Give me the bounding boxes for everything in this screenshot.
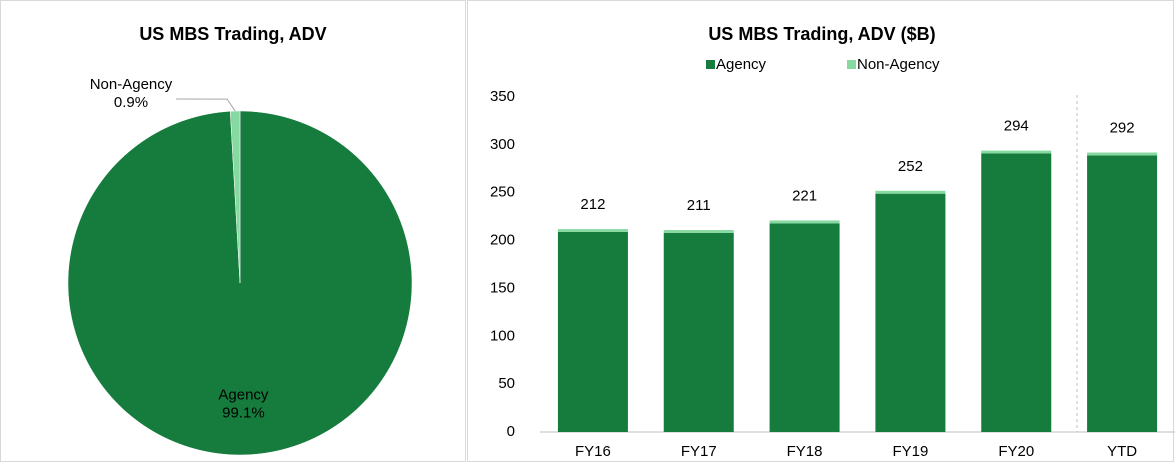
- total-label: 292: [1110, 119, 1135, 136]
- y-tick-label: 50: [498, 375, 515, 392]
- x-tick-label: YTD: [1107, 443, 1137, 460]
- x-tick-label: FY19: [892, 443, 928, 460]
- leader-line: [175, 98, 236, 112]
- bar-segment: [663, 230, 734, 233]
- bar-segment: [1087, 152, 1158, 156]
- pie-title: US MBS Trading, ADV: [139, 24, 326, 44]
- bar-segment: [1087, 155, 1158, 432]
- total-label: 212: [580, 196, 605, 213]
- bar-segment: [769, 223, 840, 432]
- bar-segment: [875, 190, 946, 194]
- x-tick-label: FY17: [681, 443, 717, 460]
- y-tick-label: 100: [490, 327, 515, 344]
- legend-label: Non-Agency: [857, 56, 940, 73]
- total-label: 211: [687, 197, 711, 214]
- bar-segment: [663, 232, 734, 432]
- slice-label: Non-Agency: [90, 76, 173, 93]
- y-tick-label: 350: [490, 88, 515, 105]
- y-tick-label: 250: [490, 184, 515, 201]
- total-label: 252: [898, 158, 923, 175]
- bar-segment: [981, 150, 1052, 154]
- y-tick-label: 150: [490, 279, 515, 296]
- pie-slice: [230, 110, 241, 284]
- bar-segment: [769, 220, 840, 224]
- slice-label: Agency: [218, 386, 269, 403]
- bar-segment: [981, 153, 1052, 432]
- y-tick-label: 200: [490, 232, 515, 249]
- x-tick-label: FY16: [575, 443, 611, 460]
- total-label: 294: [1004, 118, 1029, 135]
- total-label: 221: [792, 187, 817, 204]
- y-tick-label: 0: [507, 423, 515, 440]
- bar-segment: [875, 193, 946, 432]
- bar-segment: [557, 229, 628, 232]
- legend-label: Agency: [716, 56, 767, 73]
- y-tick-label: 300: [490, 136, 515, 153]
- legend-swatch: [706, 60, 715, 69]
- legend-swatch: [847, 60, 856, 69]
- slice-value: 0.9%: [114, 94, 148, 111]
- bar-segment: [557, 231, 628, 432]
- x-tick-label: FY20: [998, 443, 1034, 460]
- slice-value: 99.1%: [222, 404, 265, 421]
- x-tick-label: FY18: [787, 443, 823, 460]
- bar-title: US MBS Trading, ADV ($B): [708, 24, 935, 44]
